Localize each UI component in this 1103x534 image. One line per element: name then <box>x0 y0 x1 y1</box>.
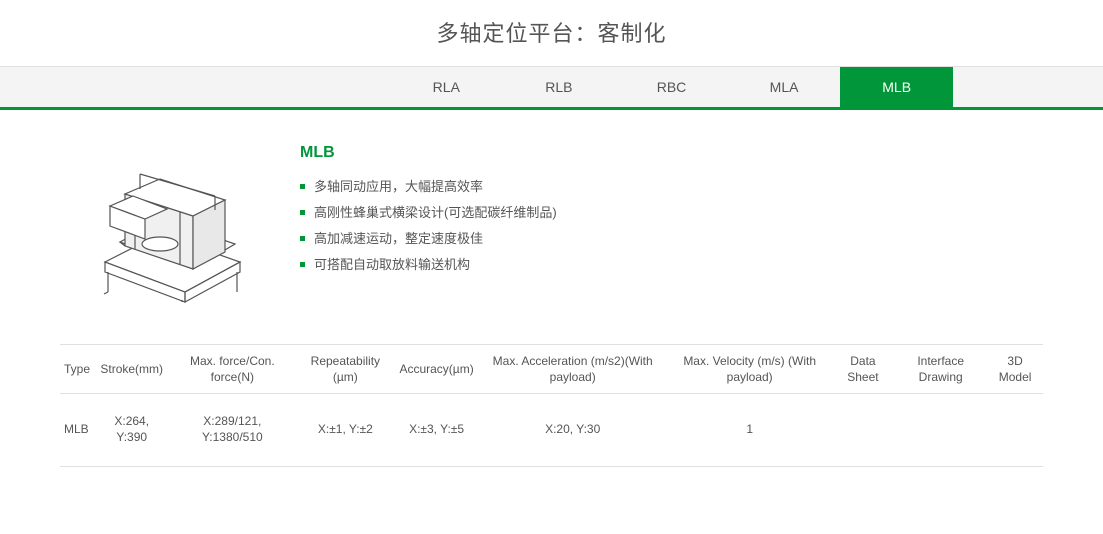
col-velocity: Max. Velocity (m/s) (With payload) <box>668 345 832 394</box>
col-drawing: Interface Drawing <box>894 345 987 394</box>
cell-accel: X:20, Y:30 <box>478 394 668 466</box>
cell-model[interactable] <box>987 394 1043 466</box>
feature-item: 高刚性蜂巢式横梁设计(可选配碳纤维制品) <box>300 200 1043 226</box>
cell-drawing[interactable] <box>894 394 987 466</box>
tab-rla[interactable]: RLA <box>390 67 503 107</box>
tab-end-spacer <box>953 67 1103 107</box>
col-datasheet: Data Sheet <box>832 345 895 394</box>
cell-type: MLB <box>60 394 94 466</box>
feature-item: 可搭配自动取放料输送机构 <box>300 252 1043 278</box>
tab-mla[interactable]: MLA <box>728 67 841 107</box>
tab-spacer <box>0 67 390 107</box>
tab-mlb[interactable]: MLB <box>840 67 953 107</box>
cell-accuracy: X:±3, Y:±5 <box>395 394 477 466</box>
table-header-row: Type Stroke(mm) Max. force/Con. force(N)… <box>60 345 1043 394</box>
feature-item: 多轴同动应用，大幅提高效率 <box>300 174 1043 200</box>
product-illustration-icon <box>85 144 255 304</box>
col-accuracy: Accuracy(µm) <box>395 345 477 394</box>
cell-velocity: 1 <box>668 394 832 466</box>
tab-rlb[interactable]: RLB <box>503 67 616 107</box>
feature-item: 高加减速运动，整定速度极佳 <box>300 226 1043 252</box>
col-force: Max. force/Con. force(N) <box>169 345 295 394</box>
content-row: MLB 多轴同动应用，大幅提高效率 高刚性蜂巢式横梁设计(可选配碳纤维制品) 高… <box>0 110 1103 324</box>
col-type: Type <box>60 345 94 394</box>
spec-table: Type Stroke(mm) Max. force/Con. force(N)… <box>60 344 1043 467</box>
product-info: MLB 多轴同动应用，大幅提高效率 高刚性蜂巢式横梁设计(可选配碳纤维制品) 高… <box>280 144 1043 304</box>
col-model: 3D Model <box>987 345 1043 394</box>
tab-bar: RLA RLB RBC MLA MLB <box>0 66 1103 110</box>
cell-datasheet[interactable] <box>832 394 895 466</box>
cell-stroke: X:264, Y:390 <box>94 394 169 466</box>
col-stroke: Stroke(mm) <box>94 345 169 394</box>
product-image <box>60 144 280 304</box>
feature-list: 多轴同动应用，大幅提高效率 高刚性蜂巢式横梁设计(可选配碳纤维制品) 高加减速运… <box>300 174 1043 278</box>
col-repeatability: Repeatability (µm) <box>295 345 395 394</box>
table-row: MLB X:264, Y:390 X:289/121, Y:1380/510 X… <box>60 394 1043 466</box>
cell-repeatability: X:±1, Y:±2 <box>295 394 395 466</box>
cell-force: X:289/121, Y:1380/510 <box>169 394 295 466</box>
product-name: MLB <box>300 144 1043 162</box>
tab-rbc[interactable]: RBC <box>615 67 728 107</box>
col-accel: Max. Acceleration (m/s2)(With payload) <box>478 345 668 394</box>
page-title: 多轴定位平台：客制化 <box>0 0 1103 66</box>
